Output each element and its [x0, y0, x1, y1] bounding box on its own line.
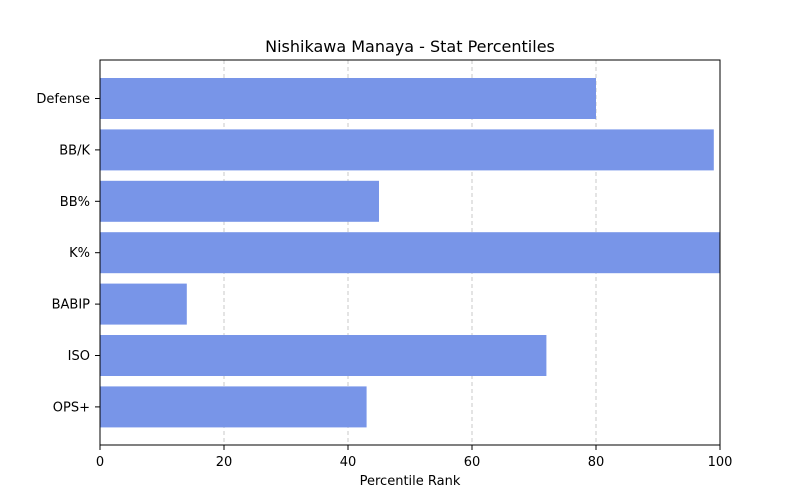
chart-title: Nishikawa Manaya - Stat Percentiles	[265, 37, 555, 56]
y-tick-label: OPS+	[53, 400, 90, 415]
y-tick-label: BB/K	[59, 143, 90, 158]
bar-defense	[100, 78, 596, 119]
bar-k-	[100, 232, 720, 274]
x-tick-label: 20	[216, 455, 233, 470]
x-axis: 0 20 40 60 80 100	[96, 445, 733, 470]
bar-ops-	[100, 386, 367, 428]
y-tick-label: BABIP	[52, 298, 91, 313]
bar-layer	[100, 78, 720, 428]
x-tick-label: 80	[588, 455, 605, 470]
x-tick-label: 40	[340, 455, 357, 470]
y-axis: Defense BB/K BB% K% BABIP ISO OPS+	[36, 92, 100, 415]
y-tick-label: K%	[69, 246, 90, 261]
y-tick-label: Defense	[36, 92, 90, 107]
bar-iso	[100, 335, 547, 376]
bar-bb-k	[100, 129, 714, 171]
x-tick-label: 0	[96, 455, 104, 470]
y-tick-label: ISO	[68, 349, 90, 364]
x-tick-label: 60	[464, 455, 481, 470]
x-tick-label: 100	[708, 455, 733, 470]
y-tick-label: BB%	[60, 195, 90, 210]
x-axis-label: Percentile Rank	[360, 474, 461, 489]
bar-babip	[100, 283, 187, 325]
bar-bb-	[100, 180, 379, 222]
